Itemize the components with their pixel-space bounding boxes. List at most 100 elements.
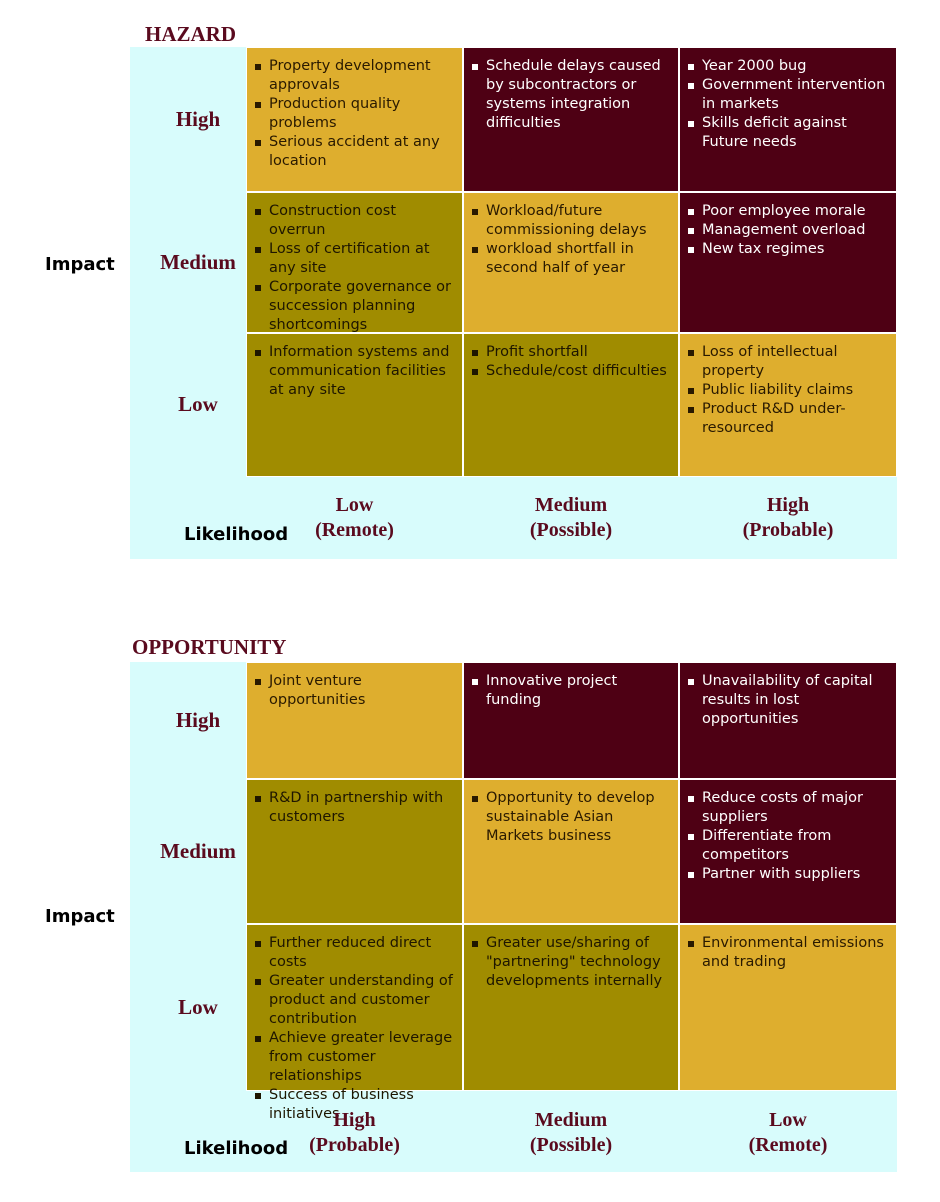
item-list: Innovative project funding bbox=[472, 672, 672, 710]
item-list: Unavailability of capital results in los… bbox=[688, 672, 890, 729]
list-item: R&D in partnership with customers bbox=[255, 789, 456, 827]
column-label: High (Probable) bbox=[679, 493, 897, 543]
column-note: (Probable) bbox=[309, 1134, 400, 1156]
column-level: Medium bbox=[534, 494, 608, 516]
list-item: Greater use/sharing of "partnering" tech… bbox=[472, 934, 672, 991]
item-list: Property development approvals Production… bbox=[255, 57, 456, 171]
list-item: Schedule delays caused by subcontractors… bbox=[472, 57, 672, 133]
list-item: Joint venture opportunities bbox=[255, 672, 456, 710]
column-note: (Possible) bbox=[529, 519, 613, 541]
list-item: Property development approvals bbox=[255, 57, 456, 95]
list-item: Partner with suppliers bbox=[688, 865, 890, 884]
matrix-cell: R&D in partnership with customers bbox=[246, 779, 463, 924]
matrix-cell: Year 2000 bug Government intervention in … bbox=[679, 47, 897, 192]
list-item: Environmental emissions and trading bbox=[688, 934, 890, 972]
list-item: Construction cost overrun bbox=[255, 202, 456, 240]
list-item: Schedule/cost difficulties bbox=[472, 362, 672, 381]
list-item: Innovative project funding bbox=[472, 672, 672, 710]
matrix-cell: Loss of intellectual property Public liab… bbox=[679, 333, 897, 477]
list-item: New tax regimes bbox=[688, 240, 890, 259]
matrix-cell: Profit shortfall Schedule/cost difficulti… bbox=[463, 333, 679, 477]
column-note: (Probable) bbox=[742, 519, 834, 541]
column-level: Medium bbox=[534, 1109, 608, 1131]
column-label: Medium (Possible) bbox=[463, 1108, 679, 1158]
column-level: Low bbox=[769, 1109, 807, 1131]
item-list: Opportunity to develop sustainable Asian… bbox=[472, 789, 672, 846]
list-item: Loss of intellectual property bbox=[688, 343, 890, 381]
list-item: Information systems and communication fa… bbox=[255, 343, 456, 400]
list-item: Differentiate from competitors bbox=[688, 827, 890, 865]
column-label: Low (Remote) bbox=[246, 493, 463, 543]
list-item: Poor employee morale bbox=[688, 202, 890, 221]
matrix-cell: Further reduced direct costs Greater unde… bbox=[246, 924, 463, 1122]
list-item: Public liability claims bbox=[688, 381, 890, 400]
matrix-cell: Reduce costs of major suppliers Different… bbox=[679, 779, 897, 924]
item-list: Environmental emissions and trading bbox=[688, 934, 890, 972]
row-label: Low bbox=[178, 994, 218, 1019]
matrix-cell: Construction cost overrun Loss of certifi… bbox=[246, 192, 463, 333]
impact-label: Impact bbox=[45, 906, 115, 927]
column-note: (Possible) bbox=[529, 1134, 613, 1156]
column-note: (Remote) bbox=[748, 1134, 828, 1156]
item-list: Loss of intellectual property Public liab… bbox=[688, 343, 890, 438]
row-label: Medium bbox=[160, 838, 236, 863]
list-item: Production quality problems bbox=[255, 95, 456, 133]
matrix-cell: Opportunity to develop sustainable Asian… bbox=[463, 779, 679, 924]
row-label: Medium bbox=[160, 249, 236, 274]
list-item: Serious accident at any location bbox=[255, 133, 456, 171]
impact-label: Impact bbox=[45, 254, 115, 275]
item-list: Profit shortfall Schedule/cost difficulti… bbox=[472, 343, 672, 381]
list-item: Government intervention in markets bbox=[688, 76, 890, 114]
matrix-cell: Joint venture opportunities bbox=[246, 662, 463, 779]
matrix-cell: Information systems and communication fa… bbox=[246, 333, 463, 477]
list-item: workload shortfall in second half of yea… bbox=[472, 240, 672, 278]
list-item: Loss of certification at any site bbox=[255, 240, 456, 278]
matrix-cell: Innovative project funding bbox=[463, 662, 679, 779]
item-list: Schedule delays caused by subcontractors… bbox=[472, 57, 672, 133]
matrix-cell: Property development approvals Production… bbox=[246, 47, 463, 192]
list-item: Profit shortfall bbox=[472, 343, 672, 362]
section-title: OPPORTUNITY bbox=[132, 635, 287, 659]
list-item: Achieve greater leverage from customer r… bbox=[255, 1029, 456, 1086]
list-item: Workload/future commissioning delays bbox=[472, 202, 672, 240]
list-item: Reduce costs of major suppliers bbox=[688, 789, 890, 827]
column-label: High (Probable) bbox=[246, 1108, 463, 1158]
item-list: R&D in partnership with customers bbox=[255, 789, 456, 827]
matrix-cell: Schedule delays caused by subcontractors… bbox=[463, 47, 679, 192]
list-item: Skills deficit against Future needs bbox=[688, 114, 890, 152]
row-label: Low bbox=[178, 392, 218, 416]
item-list: Poor employee morale Management overload N… bbox=[688, 202, 890, 259]
list-item: Corporate governance or succession plann… bbox=[255, 278, 456, 335]
matrix-cell: Environmental emissions and trading bbox=[679, 924, 897, 1091]
matrix-cell: Unavailability of capital results in los… bbox=[679, 662, 897, 779]
likelihood-label: Likelihood bbox=[184, 1138, 289, 1159]
list-item: Management overload bbox=[688, 221, 890, 240]
column-label: Low (Remote) bbox=[679, 1108, 897, 1158]
matrix-cell: Greater use/sharing of "partnering" tech… bbox=[463, 924, 679, 1091]
list-item: Unavailability of capital results in los… bbox=[688, 672, 890, 729]
item-list: Joint venture opportunities bbox=[255, 672, 456, 710]
likelihood-label: Likelihood bbox=[184, 524, 289, 545]
list-item: Opportunity to develop sustainable Asian… bbox=[472, 789, 672, 846]
row-label: High bbox=[175, 106, 221, 131]
list-item: Product R&D under-resourced bbox=[688, 400, 890, 438]
column-level: Low bbox=[335, 494, 374, 516]
item-list: Workload/future commissioning delays work… bbox=[472, 202, 672, 278]
column-level: High bbox=[766, 494, 810, 516]
item-list: Information systems and communication fa… bbox=[255, 343, 456, 400]
item-list: Greater use/sharing of "partnering" tech… bbox=[472, 934, 672, 991]
matrix-cell: Workload/future commissioning delays work… bbox=[463, 192, 679, 333]
item-list: Further reduced direct costs Greater unde… bbox=[255, 934, 456, 1124]
list-item: Success of business initiatives bbox=[255, 1086, 456, 1124]
section-title: HAZARD bbox=[145, 22, 237, 46]
list-item: Year 2000 bug bbox=[688, 57, 890, 76]
item-list: Reduce costs of major suppliers Different… bbox=[688, 789, 890, 884]
column-label: Medium (Possible) bbox=[463, 493, 679, 543]
row-label: High bbox=[175, 707, 221, 732]
item-list: Year 2000 bug Government intervention in … bbox=[688, 57, 890, 152]
column-note: (Remote) bbox=[315, 519, 394, 541]
list-item: Greater understanding of product and cus… bbox=[255, 972, 456, 1029]
list-item: Further reduced direct costs bbox=[255, 934, 456, 972]
item-list: Construction cost overrun Loss of certifi… bbox=[255, 202, 456, 335]
matrix-cell: Poor employee morale Management overload N… bbox=[679, 192, 897, 333]
